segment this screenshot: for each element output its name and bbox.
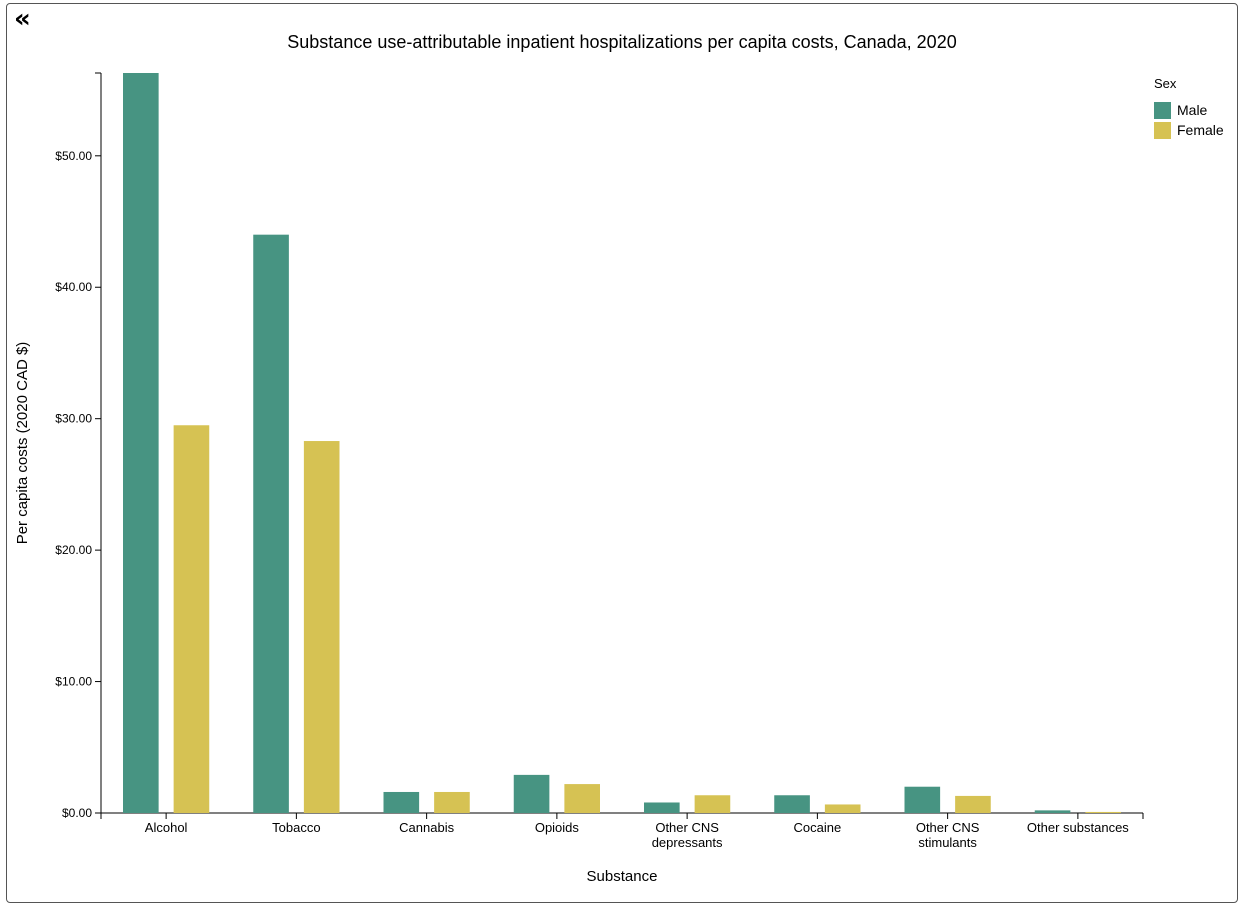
- bar-male: [383, 791, 420, 813]
- y-tick-label: $50.00: [55, 149, 92, 163]
- x-tick-label-line: Opioids: [535, 820, 580, 835]
- bar-male: [1034, 810, 1071, 813]
- y-tick-label: $40.00: [55, 280, 92, 294]
- y-tick-label: $10.00: [55, 675, 92, 689]
- bar-female: [955, 795, 991, 813]
- x-tick-label: Opioids: [535, 820, 580, 835]
- x-tick-label-line: Tobacco: [272, 820, 320, 835]
- x-tick-label: Tobacco: [272, 820, 320, 835]
- x-axis-title: Substance: [587, 868, 658, 885]
- x-tick-label-line: Other substances: [1027, 820, 1129, 835]
- x-tick-label: Cocaine: [794, 820, 842, 835]
- bar-male: [123, 73, 159, 813]
- bar-female: [173, 425, 210, 813]
- legend-title: Sex: [1154, 76, 1177, 91]
- y-tick-label: $30.00: [55, 412, 92, 426]
- y-axis: $0.00 $10.00 $20.00 $30.00 $40.00 $50.00: [55, 72, 102, 820]
- y-axis-title: Per capita costs (2020 CAD $): [14, 342, 31, 545]
- y-tick-label: $20.00: [55, 543, 92, 557]
- legend-swatch-male: [1154, 102, 1171, 119]
- bar-female: [303, 441, 340, 813]
- legend-label-male: Male: [1177, 102, 1208, 118]
- bar-male: [774, 795, 810, 813]
- bars: [123, 73, 1121, 814]
- x-tick-label: Alcohol: [145, 820, 188, 835]
- legend: Sex Male Female: [1154, 76, 1224, 139]
- x-tick-label-line: Other CNS: [916, 820, 980, 835]
- x-tick-label: Other substances: [1027, 820, 1129, 835]
- bar-male: [513, 774, 550, 813]
- bar-female: [1085, 811, 1121, 813]
- chart-frame: [6, 3, 1238, 903]
- x-tick-label: Other CNS depressants: [652, 820, 723, 850]
- bar-male: [904, 786, 941, 813]
- legend-swatch-female: [1154, 122, 1171, 139]
- x-tick-label-line: depressants: [652, 835, 723, 850]
- bar-male: [644, 802, 680, 813]
- x-axis: Alcohol Tobacco Cannabis Opioids Other CNS de…: [100, 812, 1144, 850]
- x-tick-label-line: Other CNS: [655, 820, 719, 835]
- bar-female: [694, 795, 731, 813]
- x-tick-label: Cannabis: [399, 820, 454, 835]
- bar-female: [564, 784, 600, 813]
- x-tick-label-line: Alcohol: [145, 820, 188, 835]
- x-tick-label-line: Cannabis: [399, 820, 454, 835]
- x-tick-label: Other CNS stimulants: [916, 820, 980, 850]
- legend-label-female: Female: [1177, 122, 1224, 138]
- chart-title: Substance use-attributable inpatient hos…: [287, 32, 956, 52]
- bar-female: [824, 804, 861, 813]
- bar-male: [253, 234, 289, 814]
- x-tick-label-line: Cocaine: [794, 820, 842, 835]
- y-tick-label: $0.00: [62, 806, 92, 820]
- x-tick-label-line: stimulants: [918, 835, 977, 850]
- double-chevron-left-icon[interactable]: «: [14, 4, 31, 34]
- bar-female: [434, 791, 470, 813]
